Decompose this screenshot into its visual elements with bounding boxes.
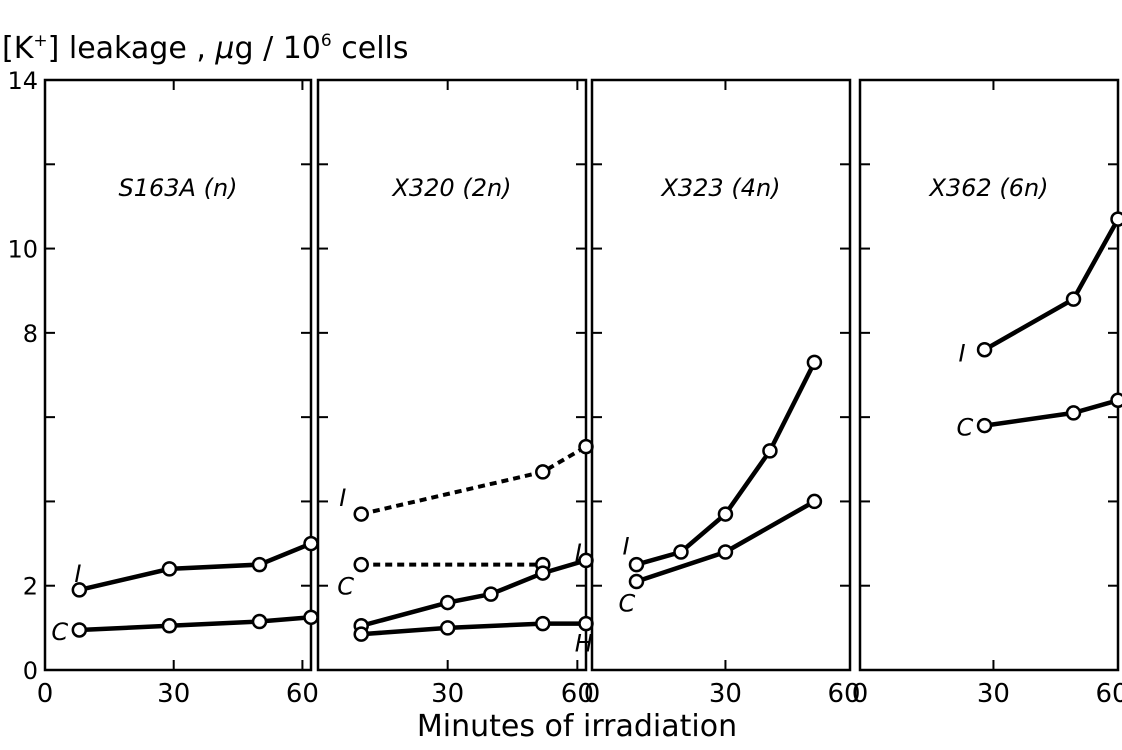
y-tick-label: 8 xyxy=(23,320,38,348)
panel-frame xyxy=(316,78,588,672)
data-point xyxy=(1110,392,1122,409)
data-point xyxy=(806,354,823,371)
y-tick-label: 10 xyxy=(7,236,38,264)
y-tick-label: 14 xyxy=(7,67,38,95)
y-tick-label: 0 xyxy=(23,657,38,685)
data-point xyxy=(161,561,178,577)
series-label: C xyxy=(51,618,68,646)
y-tick-labels: 0 2 8 10 14 xyxy=(7,67,38,685)
x-tick-label: 30 xyxy=(977,679,1010,709)
data-point xyxy=(762,443,778,459)
data-point xyxy=(439,620,456,636)
data-point xyxy=(353,556,369,573)
x-tick-label: 0 xyxy=(852,679,869,709)
series-label: I xyxy=(959,340,966,368)
data-point xyxy=(717,544,734,560)
x-tick-label: 30 xyxy=(431,679,464,709)
y-axis-title: [K+] leakage , μg / 106 cells xyxy=(2,31,409,66)
data-point xyxy=(535,615,551,632)
data-point xyxy=(71,582,88,598)
series-line xyxy=(361,621,586,637)
data-point xyxy=(251,613,268,630)
data-point xyxy=(1065,405,1082,421)
series-label: H xyxy=(575,630,593,658)
panel-frame xyxy=(43,78,313,672)
data-point xyxy=(439,594,456,611)
data-point xyxy=(717,506,734,522)
panel-frame xyxy=(590,78,852,672)
series-label: C xyxy=(957,414,974,442)
series-line xyxy=(360,558,587,628)
data-point xyxy=(303,535,319,552)
series-label: C xyxy=(337,573,354,601)
data-point xyxy=(251,556,268,573)
data-point xyxy=(976,417,993,434)
data-point xyxy=(353,506,369,522)
panel-title: X320 (2n) xyxy=(390,174,511,202)
data-point xyxy=(161,618,178,634)
series-line xyxy=(78,541,312,593)
data-point xyxy=(303,609,319,626)
data-point xyxy=(353,626,369,642)
data-point xyxy=(578,552,594,569)
panel-title: X323 (4n) xyxy=(659,174,780,202)
panels: S163A (n) 0 30 60 I C X320 (2n) 30 60 I … xyxy=(37,78,1122,709)
series-label: I xyxy=(74,560,81,588)
series-label: I xyxy=(622,533,629,561)
x-axis-title: Minutes of irradiation xyxy=(417,709,737,744)
panel-title: S163A (n) xyxy=(118,174,237,202)
data-point xyxy=(628,556,645,573)
data-point xyxy=(483,586,499,602)
x-tick-label: 60 xyxy=(827,679,860,709)
panel-x362: X362 (6n) 0 30 60 I C xyxy=(852,78,1122,709)
x-tick-label: 30 xyxy=(157,679,190,709)
x-tick-label: 0 xyxy=(37,679,54,709)
data-point xyxy=(578,615,594,632)
x-tick-label: 60 xyxy=(286,679,319,709)
panel-s163a: S163A (n) 0 30 60 I C xyxy=(37,78,319,709)
x-tick-label: 60 xyxy=(561,679,594,709)
series-line xyxy=(984,398,1119,428)
panel-x323: X323 (4n) 0 30 60 I C xyxy=(584,78,861,709)
data-point xyxy=(1065,291,1082,307)
panel-x320: X320 (2n) 30 60 I C L H xyxy=(316,78,594,709)
x-tick-label: 60 xyxy=(1095,679,1122,709)
data-point xyxy=(628,573,645,590)
series-line xyxy=(360,444,588,517)
y-tick-label: 2 xyxy=(23,573,38,601)
data-point xyxy=(806,493,823,510)
series-label: C xyxy=(618,590,635,618)
series-label: I xyxy=(339,484,346,512)
series-line xyxy=(983,218,1120,352)
panel-frame xyxy=(858,78,1120,672)
x-tick-label: 0 xyxy=(584,679,601,709)
panel-title: X362 (6n) xyxy=(927,174,1048,202)
series-line xyxy=(635,361,817,567)
data-point xyxy=(1110,211,1122,227)
data-point xyxy=(673,544,689,560)
x-tick-label: 30 xyxy=(709,679,742,709)
data-point xyxy=(578,438,594,455)
data-point xyxy=(976,341,993,358)
data-point xyxy=(535,565,551,581)
data-point xyxy=(71,622,88,638)
data-point xyxy=(535,464,551,480)
series-line xyxy=(79,615,312,633)
